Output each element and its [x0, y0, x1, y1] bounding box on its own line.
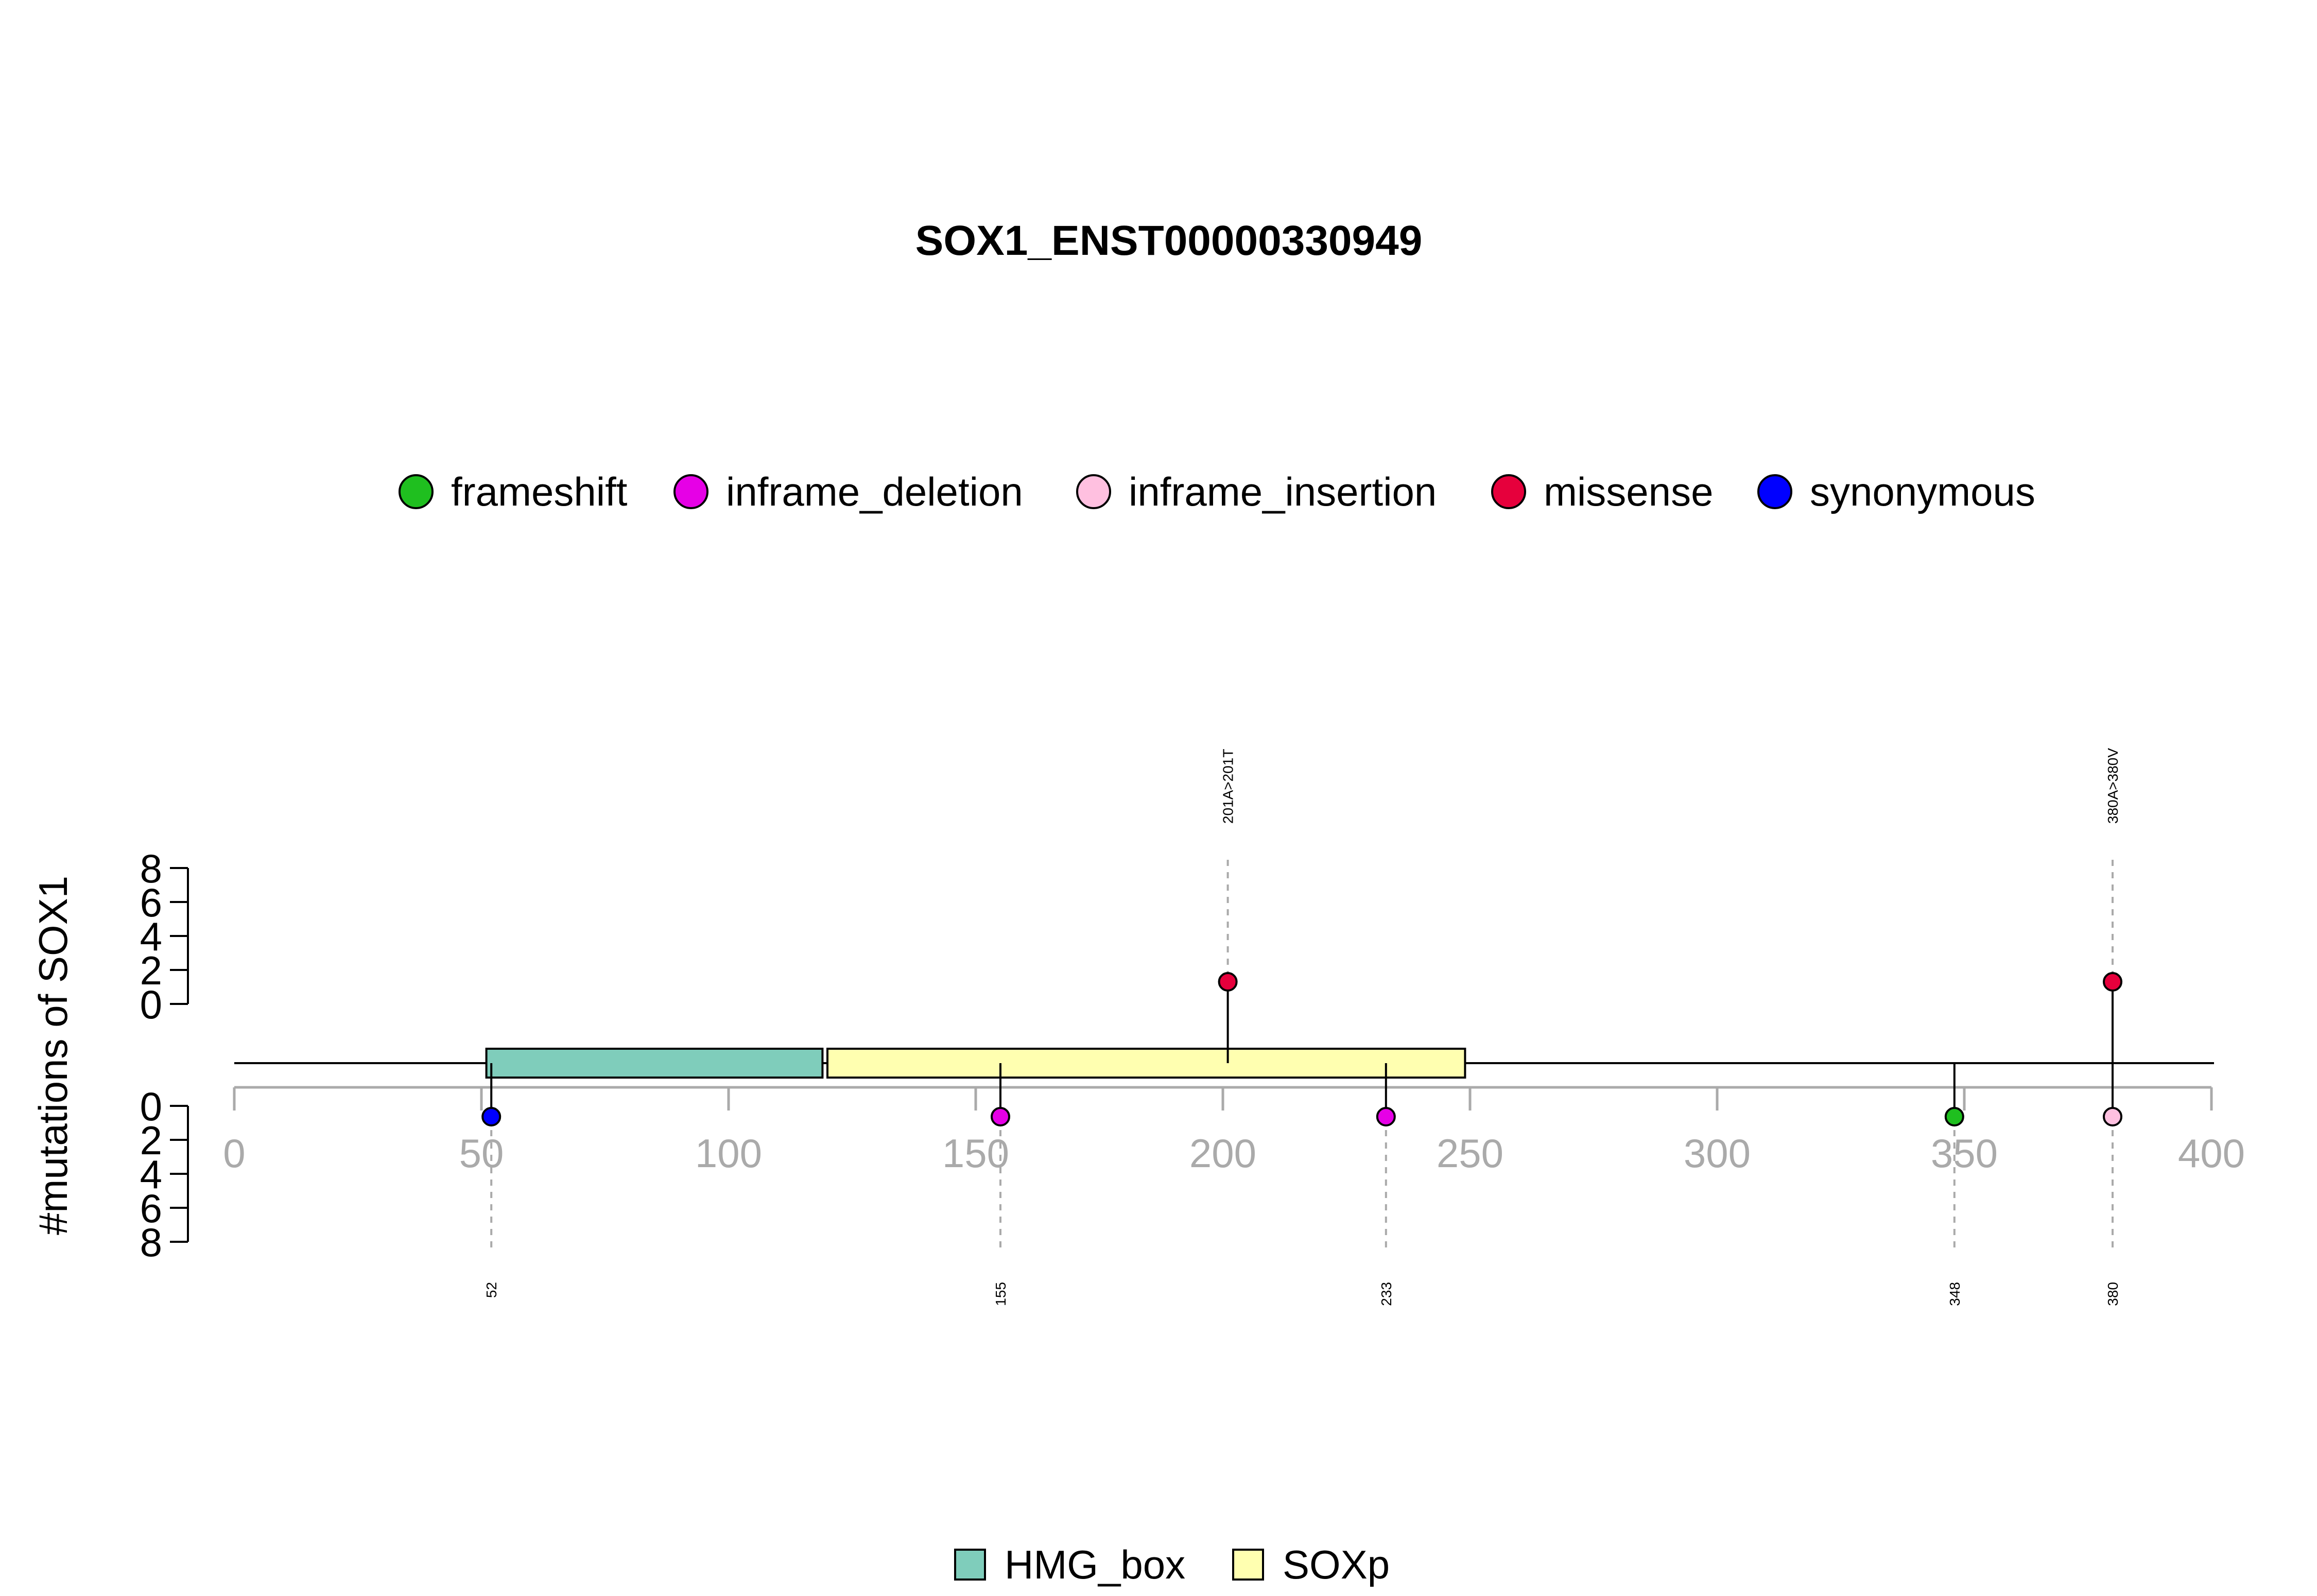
x-tick-label: 350	[1931, 1131, 1998, 1176]
mutation-point-frameshift	[1944, 1107, 1964, 1126]
chart-title: SOX1_ENST00000330949	[915, 217, 1423, 264]
x-tick-label: 100	[695, 1131, 762, 1176]
legend-label-frameshift: frameshift	[451, 469, 628, 514]
x-axis: 0 50 100 150 200 250 300 350 400	[223, 1086, 2245, 1176]
y-tick-label-top: 0	[140, 982, 162, 1027]
legend-label-inframe_deletion: inframe_deletion	[726, 469, 1023, 514]
mutation-label-bottom: 348	[1947, 1282, 1963, 1306]
guide-lines	[490, 860, 2114, 1251]
domain-legend-swatch-SOXp	[1232, 1549, 1264, 1581]
mutation-label-bottom: 380	[2105, 1282, 2121, 1306]
mutation-labels: 201A>201T 380A>380V 52 155 233 348 380	[483, 748, 2121, 1306]
mutation-point-inframe_deletion	[991, 1107, 1010, 1126]
domain-legend-label-HMG_box: HMG_box	[1005, 1542, 1185, 1587]
mutation-type-legend: frameshift inframe_deletion inframe_insert…	[399, 469, 2035, 514]
y-axis-label: #mutations of SOX1	[30, 876, 76, 1235]
legend-marker-inframe_deletion	[673, 474, 708, 509]
x-tick-label: 200	[1189, 1131, 1256, 1176]
x-tick-label: 0	[223, 1131, 245, 1176]
mutation-points	[481, 972, 2122, 1126]
mutation-point-inframe_insertion	[2103, 1107, 2122, 1126]
mutation-point-missense	[1218, 972, 1238, 992]
mutation-point-synonymous	[481, 1107, 502, 1126]
domain-legend-label-SOXp: SOXp	[1283, 1542, 1390, 1587]
domain-legend-swatch-HMG_box	[954, 1549, 986, 1581]
y-tick-label-bottom: 8	[140, 1220, 162, 1265]
mutation-label-bottom: 52	[483, 1282, 499, 1298]
y-tick-label-top: 8	[140, 846, 162, 891]
mutation-label-top: 380A>380V	[2105, 748, 2121, 824]
x-tick-label: 300	[1684, 1131, 1751, 1176]
y-tick-label-top: 4	[140, 914, 162, 959]
y-tick-label-top: 6	[140, 880, 162, 925]
domain-HMG_box	[485, 1048, 824, 1079]
y-tick-label-bottom: 2	[140, 1118, 162, 1163]
x-tick-label: 400	[2178, 1131, 2245, 1176]
legend-marker-frameshift	[399, 474, 434, 509]
mutation-label-top: 201A>201T	[1220, 749, 1236, 824]
legend-label-synonymous: synonymous	[1810, 469, 2035, 514]
x-tick-label: 250	[1437, 1131, 1503, 1176]
mutation-point-missense	[2103, 972, 2122, 992]
y-tick-label-bottom: 6	[140, 1186, 162, 1231]
y-tick-label-bottom: 4	[140, 1152, 162, 1197]
legend-marker-synonymous	[1757, 474, 1792, 509]
domain-legend: HMG_box SOXp	[954, 1542, 1390, 1587]
mutation-label-bottom: 233	[1378, 1282, 1394, 1306]
protein-domains	[485, 1048, 1466, 1079]
legend-marker-inframe_insertion	[1076, 474, 1111, 509]
legend-label-missense: missense	[1544, 469, 1713, 514]
y-tick-label-bottom: 0	[140, 1084, 162, 1129]
mutation-point-inframe_deletion	[1376, 1107, 1396, 1126]
legend-label-inframe_insertion: inframe_insertion	[1129, 469, 1437, 514]
y-tick-label-top: 2	[140, 948, 162, 993]
mutation-label-bottom: 155	[993, 1282, 1009, 1306]
x-tick-label: 50	[459, 1131, 504, 1176]
x-tick-label: 150	[942, 1131, 1009, 1176]
legend-marker-missense	[1491, 474, 1526, 509]
domain-SOXp	[826, 1048, 1466, 1079]
